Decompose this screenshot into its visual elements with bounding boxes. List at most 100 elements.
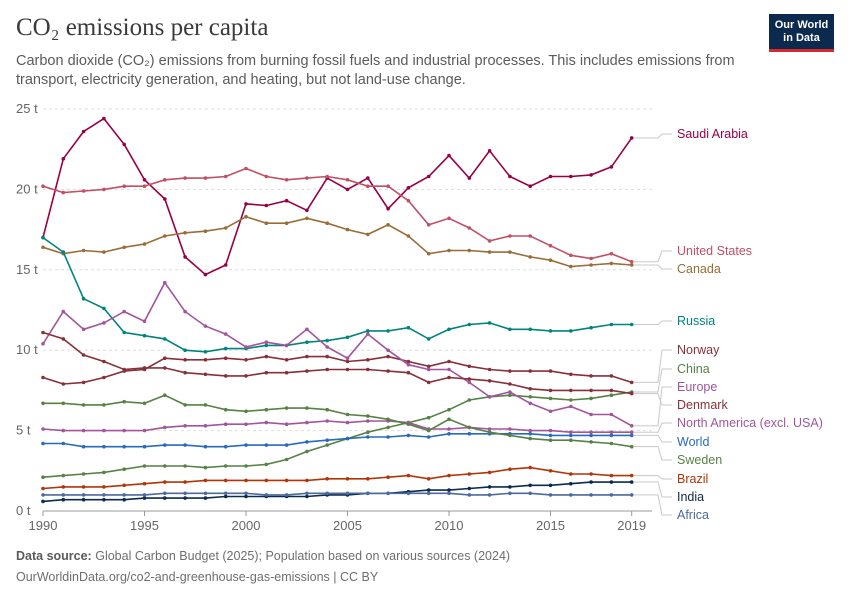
data-point-india[interactable]: [244, 494, 248, 499]
series-label-europe[interactable]: Europe: [677, 380, 717, 394]
data-point-denmark[interactable]: [305, 369, 309, 373]
data-point-africa[interactable]: [589, 493, 593, 497]
data-point-canada[interactable]: [345, 227, 350, 232]
data-point-norway[interactable]: [264, 354, 269, 359]
data-point-brazil[interactable]: [569, 472, 573, 476]
data-point-sweden[interactable]: [629, 444, 634, 449]
data-point-china[interactable]: [203, 465, 208, 470]
data-point-denmark[interactable]: [589, 388, 593, 393]
data-point-russia[interactable]: [386, 329, 390, 333]
data-point-world[interactable]: [142, 444, 147, 449]
data-point-russia[interactable]: [142, 333, 147, 338]
data-point-denmark[interactable]: [406, 370, 411, 375]
data-point-world[interactable]: [81, 444, 86, 449]
data-point-europe[interactable]: [284, 343, 289, 348]
data-point-united-states[interactable]: [406, 198, 411, 203]
data-point-europe[interactable]: [183, 309, 187, 314]
data-point-india[interactable]: [41, 499, 45, 504]
data-point-denmark[interactable]: [163, 366, 167, 370]
data-point-united-states[interactable]: [386, 184, 390, 188]
data-point-africa[interactable]: [41, 493, 45, 497]
data-point-norway[interactable]: [183, 358, 187, 362]
data-point-world[interactable]: [589, 433, 593, 438]
data-point-africa[interactable]: [264, 493, 269, 497]
data-point-africa[interactable]: [325, 491, 330, 496]
data-point-saudi-arabia[interactable]: [447, 153, 451, 158]
data-point-india[interactable]: [589, 480, 593, 484]
data-point-canada[interactable]: [163, 234, 167, 238]
data-point-norway[interactable]: [284, 358, 289, 362]
data-point-india[interactable]: [528, 483, 532, 488]
data-point-saudi-arabia[interactable]: [406, 186, 411, 190]
data-point-china[interactable]: [102, 470, 106, 475]
data-point-united-states[interactable]: [142, 184, 147, 188]
data-point-united-states[interactable]: [345, 178, 350, 182]
data-point-denmark[interactable]: [569, 388, 573, 393]
data-point-china[interactable]: [122, 467, 126, 472]
data-point-sweden[interactable]: [142, 401, 147, 406]
data-point-india[interactable]: [142, 496, 147, 500]
data-point-russia[interactable]: [548, 329, 553, 333]
data-point-africa[interactable]: [386, 491, 390, 496]
data-point-saudi-arabia[interactable]: [163, 197, 167, 201]
data-point-canada[interactable]: [142, 242, 147, 246]
data-point-saudi-arabia[interactable]: [569, 174, 573, 179]
data-point-united-states[interactable]: [41, 184, 45, 188]
data-point-brazil[interactable]: [386, 475, 390, 480]
data-point-europe[interactable]: [61, 309, 66, 314]
data-point-norway[interactable]: [528, 369, 532, 373]
data-point-china[interactable]: [61, 473, 66, 478]
series-label-sweden[interactable]: Sweden: [677, 453, 722, 467]
data-point-saudi-arabia[interactable]: [487, 149, 492, 153]
data-point-brazil[interactable]: [264, 478, 269, 483]
data-point-brazil[interactable]: [81, 485, 86, 489]
data-point-russia[interactable]: [447, 327, 451, 332]
data-point-united-states[interactable]: [102, 187, 106, 192]
data-point-china[interactable]: [183, 464, 187, 468]
data-point-north-america-excl-usa[interactable]: [183, 424, 187, 428]
data-point-saudi-arabia[interactable]: [244, 202, 248, 206]
data-point-saudi-arabia[interactable]: [61, 157, 66, 161]
data-point-saudi-arabia[interactable]: [589, 173, 593, 177]
data-point-denmark[interactable]: [447, 375, 451, 380]
data-point-africa[interactable]: [447, 491, 451, 496]
data-point-denmark[interactable]: [366, 367, 370, 372]
data-point-world[interactable]: [203, 444, 208, 449]
data-point-world[interactable]: [345, 436, 350, 441]
series-label-denmark[interactable]: Denmark: [677, 398, 728, 412]
data-point-china[interactable]: [508, 393, 512, 398]
data-point-world[interactable]: [366, 435, 370, 439]
data-point-europe[interactable]: [223, 332, 228, 336]
data-point-canada[interactable]: [447, 248, 451, 253]
data-point-denmark[interactable]: [345, 367, 350, 372]
data-point-canada[interactable]: [284, 221, 289, 225]
data-point-north-america-excl-usa[interactable]: [487, 427, 492, 431]
data-point-united-states[interactable]: [163, 178, 167, 182]
data-point-saudi-arabia[interactable]: [122, 142, 126, 147]
data-point-china[interactable]: [223, 464, 228, 468]
data-point-norway[interactable]: [426, 364, 431, 369]
data-point-europe[interactable]: [41, 342, 45, 346]
data-point-canada[interactable]: [467, 248, 472, 253]
data-point-sweden[interactable]: [244, 409, 248, 414]
series-label-norway[interactable]: Norway: [677, 343, 720, 357]
data-point-russia[interactable]: [589, 325, 593, 330]
data-point-saudi-arabia[interactable]: [203, 272, 208, 277]
data-point-north-america-excl-usa[interactable]: [345, 420, 350, 425]
data-point-united-states[interactable]: [447, 216, 451, 221]
data-point-saudi-arabia[interactable]: [305, 208, 309, 213]
data-point-russia[interactable]: [406, 325, 411, 330]
data-point-united-states[interactable]: [122, 184, 126, 188]
data-point-russia[interactable]: [223, 346, 228, 351]
data-point-canada[interactable]: [508, 250, 512, 254]
data-point-denmark[interactable]: [528, 387, 532, 391]
data-point-brazil[interactable]: [305, 478, 309, 483]
data-point-united-states[interactable]: [426, 223, 431, 227]
data-point-united-states[interactable]: [203, 176, 208, 180]
data-point-norway[interactable]: [548, 369, 553, 373]
data-point-united-states[interactable]: [467, 226, 472, 230]
data-point-sweden[interactable]: [467, 425, 472, 430]
data-point-canada[interactable]: [264, 221, 269, 225]
series-line-north-america-excl-usa[interactable]: [42, 420, 632, 434]
data-point-china[interactable]: [426, 415, 431, 420]
